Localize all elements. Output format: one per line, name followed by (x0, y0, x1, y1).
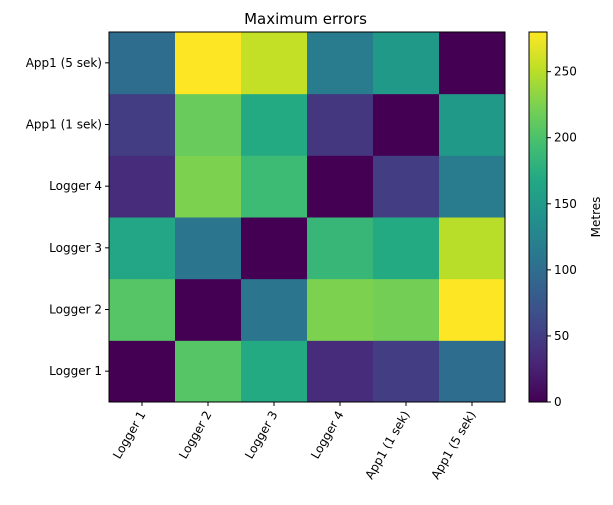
y-tick-label: App1 (1 sek) (26, 118, 102, 132)
heatmap-cell-r0-c5 (439, 340, 506, 403)
heatmap-cell-r5-c5 (439, 32, 506, 95)
heatmap-cell-r1-c5 (439, 278, 506, 341)
x-tick-label: Logger 2 (176, 409, 215, 462)
heatmap-cell-r0-c3 (307, 340, 374, 403)
heatmap-cell-r4-c2 (241, 93, 308, 156)
colorbar-tick-label: 150 (554, 197, 577, 211)
heatmap-cell-r2-c4 (373, 217, 440, 280)
colorbar-tick-label: 50 (554, 329, 569, 343)
heatmap-cell-r5-c3 (307, 32, 374, 95)
heatmap-cell-r0-c4 (373, 340, 440, 403)
x-tick-label: Logger 4 (308, 409, 347, 462)
colorbar-label: Metres (589, 197, 603, 238)
heatmap-cells (109, 32, 506, 403)
heatmap-cell-r4-c5 (439, 93, 506, 156)
heatmap-frame (108, 31, 506, 403)
y-tick-label: Logger 2 (49, 303, 102, 317)
heatmap-cell-r4-c3 (307, 93, 374, 156)
heatmap-cell-r0-c2 (241, 340, 308, 403)
heatmap-cell-r3-c3 (307, 155, 374, 218)
heatmap-cell-r3-c4 (373, 155, 440, 218)
chart-title: Maximum errors (244, 10, 367, 28)
heatmap-cell-r4-c4 (373, 93, 440, 156)
heatmap-cell-r4-c0 (109, 93, 176, 156)
heatmap-cell-r2-c3 (307, 217, 374, 280)
colorbar-tick-label: 250 (554, 65, 577, 79)
colorbar-tick-label: 200 (554, 131, 577, 145)
heatmap-cell-r5-c0 (109, 32, 176, 95)
colorbar-ticks: 0 50 100 150 200 250 (547, 65, 577, 409)
colorbar-tick-label: 100 (554, 263, 577, 277)
heatmap-cell-r5-c1 (175, 32, 242, 95)
heatmap-cell-r1-c2 (241, 278, 308, 341)
heatmap-cell-r2-c2 (241, 217, 308, 280)
x-axis-ticks: Logger 1 Logger 2 Logger 3 Logger 4 App1 (1 … (110, 402, 479, 482)
y-tick-label: Logger 3 (49, 241, 102, 255)
heatmap-cell-r3-c1 (175, 155, 242, 218)
x-tick-label: Logger 3 (242, 409, 281, 462)
colorbar (528, 31, 548, 403)
x-tick-label: App1 (5 sek) (428, 409, 478, 482)
heatmap-cell-r3-c0 (109, 155, 176, 218)
heatmap-cell-r2-c1 (175, 217, 242, 280)
heatmap-cell-r5-c4 (373, 32, 440, 95)
y-tick-label: Logger 1 (49, 364, 102, 378)
heatmap-cell-r1-c1 (175, 278, 242, 341)
heatmap-cell-r3-c2 (241, 155, 308, 218)
heatmap-cell-r1-c3 (307, 278, 374, 341)
y-tick-label: App1 (5 sek) (26, 56, 102, 70)
heatmap-cell-r0-c1 (175, 340, 242, 403)
heatmap-cell-r3-c5 (439, 155, 506, 218)
heatmap-cell-r0-c0 (109, 340, 176, 403)
colorbar-tick-label: 0 (554, 395, 562, 409)
heatmap-cell-r1-c4 (373, 278, 440, 341)
heatmap-cell-r2-c5 (439, 217, 506, 280)
x-tick-label: App1 (1 sek) (362, 409, 412, 482)
y-axis-ticks: Logger 1 Logger 2 Logger 3 Logger 4 App1 (1 … (26, 56, 109, 378)
heatmap-cell-r2-c0 (109, 217, 176, 280)
x-tick-label: Logger 1 (110, 409, 149, 462)
y-tick-label: Logger 4 (49, 179, 102, 193)
heatmap-cell-r4-c1 (175, 93, 242, 156)
heatmap-cell-r5-c2 (241, 32, 308, 95)
heatmap-cell-r1-c0 (109, 278, 176, 341)
